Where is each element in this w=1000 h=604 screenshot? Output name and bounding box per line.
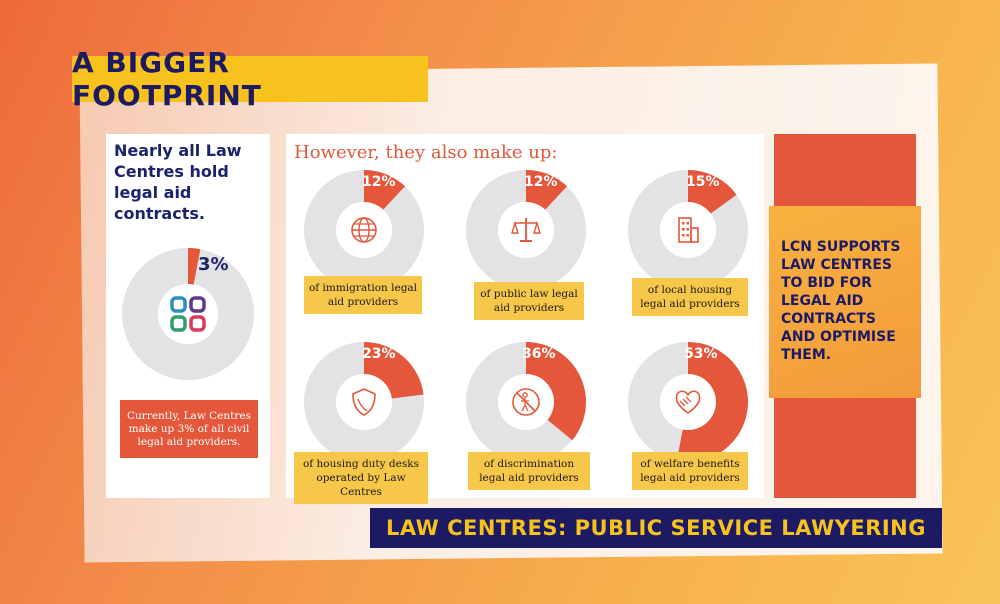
donut-caption: of welfare benefits legal aid providers [632, 452, 748, 490]
donut-hole [336, 374, 392, 430]
donut-slice [526, 342, 587, 441]
footer-text: LAW CENTRES: PUBLIC SERVICE LAWYERING [385, 516, 926, 540]
lcn-callout: LCN SUPPORTS LAW CENTRES TO BID FOR LEGA… [769, 206, 921, 398]
donut-hole [660, 374, 716, 430]
footer-banner: LAW CENTRES: PUBLIC SERVICE LAWYERING [370, 508, 942, 548]
donut-percent-label: 53% [684, 346, 718, 362]
donut-percent-label: 15% [686, 174, 720, 190]
donut-item: 12% [294, 168, 444, 328]
left-note: Currently, Law Centres make up 3% of all… [120, 400, 258, 458]
donut-chart [466, 342, 587, 462]
globe-icon [351, 217, 377, 243]
heart-handshake-icon [675, 390, 701, 414]
donut-chart [628, 342, 748, 462]
middle-heading: However, they also make up: [294, 142, 558, 163]
law-centres-logo-icon [170, 296, 206, 332]
donut-percent-label: 12% [362, 174, 396, 190]
donut-item: 23% [294, 340, 444, 500]
donut-caption: of immigration legal aid providers [304, 276, 422, 314]
donut-chart [304, 170, 424, 290]
donut-item: 12% [456, 168, 606, 328]
left-heading: Nearly all Law Centres hold legal aid co… [114, 141, 242, 223]
building-icon [678, 217, 699, 243]
title-banner: A BIGGER FOOTPRINT [72, 46, 428, 112]
donut-caption: of housing duty desks operated by Law Ce… [294, 452, 428, 504]
donut-caption: of discrimination legal aid providers [468, 452, 590, 490]
donut-item: 15% [618, 168, 768, 328]
donut-percent-label: 36% [522, 346, 556, 362]
big-donut-chart [122, 248, 254, 380]
donut-item: 53% [618, 340, 768, 500]
middle-card: However, they also make up: 12% 12% 15% [286, 134, 764, 504]
no-discrimination-icon [512, 388, 540, 416]
shield-icon [352, 388, 376, 416]
donut-chart [466, 170, 586, 290]
scales-icon [511, 218, 541, 242]
donut-percent-label: 12% [524, 174, 558, 190]
big-donut-hole [158, 284, 218, 344]
donut-caption: of local housing legal aid providers [632, 278, 748, 316]
left-note-text: Currently, Law Centres make up 3% of all… [126, 409, 251, 448]
donut-caption: of public law legal aid providers [474, 282, 584, 320]
donut-percent-label: 23% [362, 346, 396, 362]
big-percent-label: 3% [198, 254, 229, 275]
donut-chart [628, 170, 748, 290]
left-card: Nearly all Law Centres hold legal aid co… [106, 134, 270, 498]
donut-chart [304, 342, 424, 462]
donut-item: 36% [456, 340, 606, 500]
lcn-callout-text: LCN SUPPORTS LAW CENTRES TO BID FOR LEGA… [781, 239, 901, 363]
page-title: A BIGGER FOOTPRINT [72, 46, 262, 112]
